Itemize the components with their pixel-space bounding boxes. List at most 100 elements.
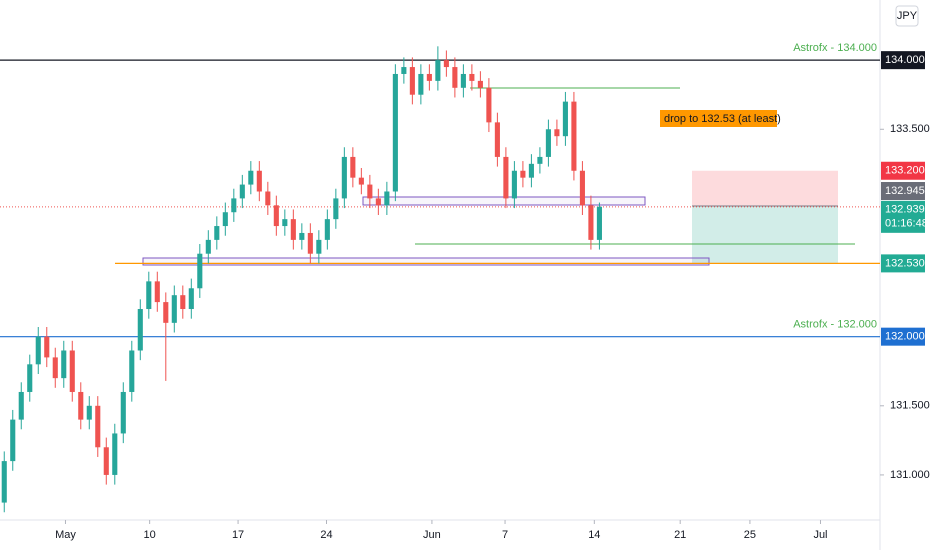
candle-body (231, 198, 237, 213)
candle-body (358, 177, 364, 185)
candle-body (401, 67, 407, 74)
countdown: 01:16:48 (885, 218, 928, 230)
candle-body (137, 309, 143, 351)
candle-body (537, 156, 543, 164)
candle-body (146, 281, 152, 310)
candle-body (163, 302, 169, 323)
x-tick-label: 14 (588, 529, 600, 541)
x-tick-label: 17 (232, 529, 244, 541)
candle-body (171, 295, 177, 323)
candle-body (409, 67, 415, 95)
level-note: Astrofx - 134.000 (793, 42, 877, 54)
candle-body (1, 461, 7, 503)
candle-body (460, 73, 466, 88)
candle-body (392, 73, 398, 192)
candle-body (494, 122, 500, 157)
candle-body (35, 336, 41, 365)
candle-body (307, 232, 313, 254)
candle-body (562, 101, 568, 137)
candle-body (52, 357, 58, 379)
price-label: 132.530 (885, 257, 925, 269)
x-tick-label: 24 (320, 529, 332, 541)
zone-box (142, 257, 710, 266)
candle-body (554, 129, 560, 137)
price-label-bg (881, 161, 925, 180)
annotation: drop to 132.53 (at least) (664, 113, 781, 125)
candle-body (10, 419, 16, 462)
price-label: 134.000 (885, 54, 925, 66)
price-label-bg (881, 200, 925, 233)
target-zone (692, 206, 838, 264)
candle-body (477, 80, 483, 88)
candle-body (324, 219, 330, 240)
candle-body (265, 191, 271, 206)
candle-body (503, 156, 509, 199)
candle-body (129, 350, 135, 392)
candle-body (197, 253, 203, 289)
candle-body (103, 447, 109, 475)
price-label-bg (881, 182, 925, 201)
x-tick-label: 7 (502, 529, 508, 541)
x-tick-label: 21 (674, 529, 686, 541)
candle-body (435, 60, 441, 81)
currency[interactable]: JPY (897, 10, 918, 22)
candle-body (69, 350, 75, 392)
candle-body (596, 206, 602, 240)
candle-body (44, 336, 50, 358)
candle-body (61, 350, 67, 379)
candle-body (154, 281, 160, 303)
candle-body (384, 191, 390, 206)
candle-body (545, 129, 551, 157)
candle-body (579, 170, 585, 206)
candle-body (18, 391, 24, 420)
candle-body (222, 212, 228, 227)
candle-body (248, 170, 254, 185)
candle-body (469, 73, 475, 81)
price-label-bg (881, 51, 925, 70)
candle-body (333, 198, 339, 220)
candle-body (273, 205, 279, 227)
stop-zone (692, 170, 838, 207)
y-tick-label: 131.000 (890, 469, 930, 481)
x-tick-label: 25 (744, 529, 756, 541)
x-tick-label: May (55, 529, 76, 541)
candle-body (95, 405, 101, 448)
candle-body (316, 239, 322, 254)
candle-body (120, 391, 126, 434)
candle-body (520, 170, 526, 178)
candle-body (350, 156, 356, 178)
annotation-box (660, 110, 777, 127)
candle-body (290, 219, 296, 240)
price-label-bg (881, 254, 925, 273)
candle-body (239, 184, 245, 199)
candle-body (418, 73, 424, 95)
candle-body (86, 405, 92, 420)
candle-body (78, 391, 84, 420)
price-label: 132.945 (885, 185, 925, 197)
candle-body (511, 170, 517, 199)
x-tick-label: Jul (813, 529, 827, 541)
x-tick-label: Jun (423, 529, 441, 541)
candle-body (299, 232, 305, 240)
price-label-bg (881, 327, 925, 346)
candle-body (443, 60, 449, 68)
candle-body (486, 87, 492, 123)
candle-body (588, 205, 594, 240)
candle-body (180, 295, 186, 310)
y-tick-label: 131.500 (890, 400, 930, 412)
candle-body (205, 239, 211, 254)
candle-body (367, 184, 373, 199)
price-label: 133.200 (885, 165, 925, 177)
candle-body (282, 219, 288, 227)
candle-body (341, 156, 347, 199)
price-label: 132.939 (885, 204, 925, 216)
y-tick-label: 133.500 (890, 123, 930, 135)
level-note: Astrofx - 132.000 (793, 319, 877, 331)
x-tick-label: 10 (144, 529, 156, 541)
candle-body (426, 73, 432, 81)
currency-button[interactable] (895, 5, 919, 27)
price-label: 132.000 (885, 331, 925, 343)
candle-body (188, 288, 194, 310)
